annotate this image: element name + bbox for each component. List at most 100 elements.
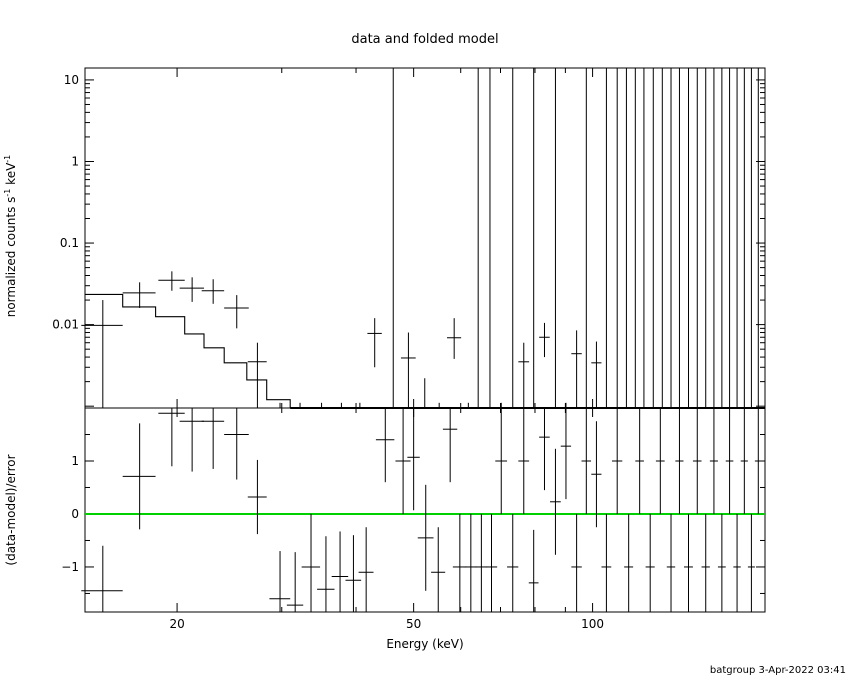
residual-point <box>709 408 718 514</box>
y-tick-label: 1 <box>71 154 79 168</box>
residual-point <box>81 545 123 612</box>
residual-point <box>692 408 702 514</box>
residual-y-axis-label: (data-model)/error <box>4 454 18 565</box>
residual-point <box>571 513 582 612</box>
residual-point <box>158 408 185 467</box>
residual-point <box>286 552 304 612</box>
data-point <box>367 318 382 368</box>
residual-point <box>645 513 655 612</box>
data-point <box>400 332 416 408</box>
data-point <box>684 68 693 409</box>
residual-point <box>581 408 592 514</box>
data-point <box>473 68 483 409</box>
data-point <box>747 68 755 409</box>
residual-point <box>269 551 291 612</box>
residual-point <box>560 408 572 500</box>
residual-point <box>717 513 726 612</box>
data-point <box>158 271 185 291</box>
data-point <box>740 68 748 409</box>
data-point <box>601 68 612 409</box>
y-tick-label: 0.01 <box>52 318 79 332</box>
spectrum-panel: 0.01 0.1 1 10 <box>52 67 766 409</box>
residual-point <box>358 527 374 612</box>
residual-point <box>485 513 498 612</box>
data-point <box>179 277 205 302</box>
residual-point <box>331 531 349 612</box>
y-tick-label: 1 <box>71 454 79 468</box>
data-point <box>201 279 225 304</box>
spectrum-y-axis-label: normalized counts s-1 keV-1 <box>3 155 18 318</box>
residual-point <box>601 513 612 612</box>
residual-point <box>635 408 644 514</box>
data-point <box>518 342 530 408</box>
data-point <box>81 300 123 408</box>
data-point <box>630 68 640 409</box>
data-point <box>701 68 710 409</box>
residual-point <box>201 408 225 469</box>
data-point <box>692 68 702 409</box>
data-point <box>247 342 267 408</box>
data-point <box>581 68 592 409</box>
data-point <box>571 330 582 408</box>
residual-point <box>442 408 458 483</box>
spectrum-frame <box>84 67 766 409</box>
data-point <box>122 282 156 308</box>
data-point <box>539 322 550 358</box>
data-point <box>550 68 561 409</box>
data-point <box>733 68 741 409</box>
residual-point <box>495 408 508 514</box>
residual-point <box>452 513 467 612</box>
data-point <box>507 68 519 409</box>
residual-point <box>733 513 741 612</box>
data-point <box>717 68 726 409</box>
residual-point <box>507 513 519 612</box>
data-point <box>675 68 684 409</box>
residual-point <box>518 408 530 514</box>
y-tick-label: 10 <box>64 73 79 87</box>
data-point <box>416 378 433 409</box>
residual-point <box>345 535 362 612</box>
residual-point <box>539 408 550 491</box>
data-point <box>657 68 667 409</box>
y-tick-label: 0 <box>71 507 79 521</box>
data-point <box>709 68 718 409</box>
residual-point <box>475 513 488 612</box>
data-point <box>484 68 496 409</box>
y-tick-label: −1 <box>61 560 79 574</box>
residual-point <box>395 408 411 514</box>
x-tick-label: 50 <box>406 617 421 631</box>
residual-point <box>611 408 623 514</box>
y-tick-label: 0.1 <box>60 236 79 250</box>
residual-point <box>666 513 676 612</box>
residual-point <box>179 408 205 472</box>
residual-point <box>624 513 634 612</box>
residual-point <box>675 408 684 514</box>
data-point <box>269 402 291 409</box>
data-point <box>621 68 631 409</box>
residual-point <box>247 459 267 535</box>
x-tick-label: 100 <box>581 617 604 631</box>
residual-point <box>747 513 755 612</box>
data-point <box>224 295 249 329</box>
residual-point <box>684 513 693 612</box>
residual-frame <box>84 407 766 613</box>
footer-timestamp: batgroup 3-Apr-2022 03:41 <box>710 665 846 676</box>
residual-panel: −1 0 1 20 50 100 <box>61 407 766 631</box>
residual-point <box>122 423 156 530</box>
data-point <box>639 68 649 409</box>
residual-point <box>431 527 446 612</box>
residual-point <box>224 408 249 480</box>
residual-point <box>317 536 335 612</box>
data-point <box>725 68 734 409</box>
residual-point <box>550 448 561 555</box>
residual-point <box>591 421 602 528</box>
residual-point <box>701 513 710 612</box>
data-point <box>384 68 403 409</box>
residual-point <box>417 484 434 591</box>
x-axis-label: Energy (keV) <box>386 637 463 651</box>
chart-title: data and folded model <box>351 32 498 47</box>
data-point <box>528 68 539 409</box>
data-point <box>611 68 623 409</box>
data-point <box>648 68 658 409</box>
